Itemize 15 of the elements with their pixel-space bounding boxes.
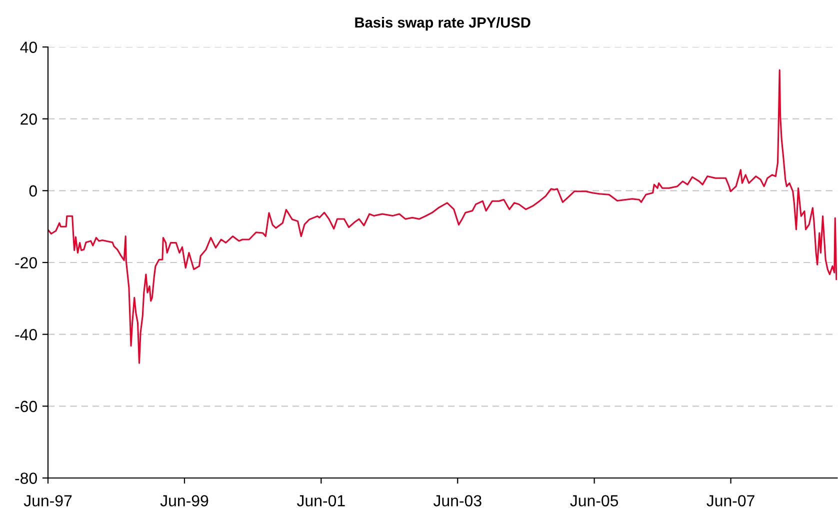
- x-tick-label: Jun-99: [160, 495, 208, 506]
- y-tick-label: -80: [15, 472, 37, 484]
- x-tick-label: Jun-03: [433, 495, 482, 506]
- x-tick-label: Jun-01: [296, 495, 345, 506]
- line-series: [48, 69, 838, 364]
- y-tick-label: 0: [29, 185, 37, 197]
- y-tick-label: -20: [15, 257, 37, 268]
- y-tick-label: 40: [20, 42, 37, 53]
- x-tick-label: Jun-05: [570, 495, 618, 506]
- y-tick-label: -40: [15, 328, 37, 340]
- x-tick-label: Jun-97: [24, 495, 72, 506]
- x-tick-label: Jun-07: [706, 495, 754, 506]
- y-tick-label: 20: [20, 113, 37, 125]
- chart-title: Basis swap rate JPY/USD: [355, 16, 530, 31]
- y-tick-label: -60: [15, 400, 37, 412]
